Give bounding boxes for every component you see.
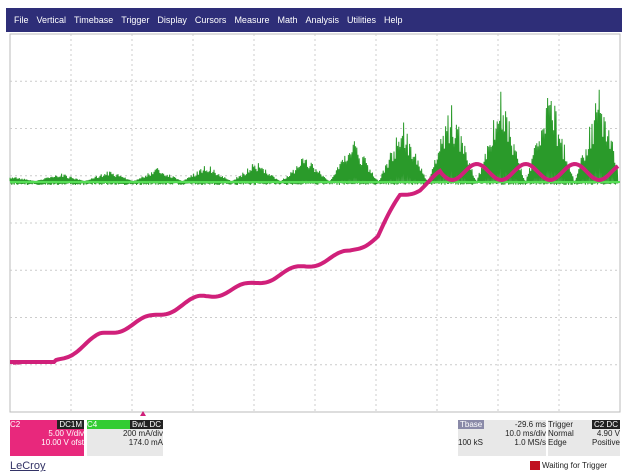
coupling: DC1M	[57, 420, 84, 429]
slope: Positive	[592, 438, 620, 447]
trigger-label: Trigger	[548, 420, 573, 429]
type: Edge	[548, 438, 567, 447]
coupling: BwL DC	[130, 420, 163, 429]
waveform-display: C4 C2	[0, 0, 622, 476]
timebase-box[interactable]: Tbase -29.6 ms 10.0 ms/div 100 kS 1.0 MS/s	[458, 420, 546, 456]
offset: 174.0 mA	[87, 438, 163, 447]
scale: 5.00 V/div	[10, 429, 84, 438]
brand: LeCroy	[10, 460, 45, 472]
channel-name: C4	[87, 420, 97, 429]
offset: 10.00 V ofst	[10, 438, 84, 447]
source: C2 DC	[592, 420, 620, 429]
level: 4.90 V	[597, 429, 620, 438]
samples: 100 kS	[458, 438, 483, 447]
scale: 10.0 ms/div	[458, 429, 546, 438]
delay: -29.6 ms	[515, 420, 546, 429]
channel-name: C2	[10, 420, 20, 429]
timebase-label: Tbase	[458, 420, 484, 429]
trigger-box[interactable]: Trigger C2 DC Normal 4.90 V Edge Positive	[548, 420, 620, 456]
rate: 1.0 MS/s	[514, 438, 546, 447]
scope-screen: File Vertical Timebase Trigger Display Cursor…	[0, 0, 622, 476]
channel-box[interactable]: C2 DC1M 5.00 V/div 10.00 V ofst	[10, 420, 84, 456]
mode: Normal	[548, 429, 574, 438]
channel-box[interactable]: C4 BwL DC 200 mA/div 174.0 mA	[87, 420, 163, 456]
status: Waiting for Trigger	[530, 461, 607, 470]
scale: 200 mA/div	[87, 429, 163, 438]
